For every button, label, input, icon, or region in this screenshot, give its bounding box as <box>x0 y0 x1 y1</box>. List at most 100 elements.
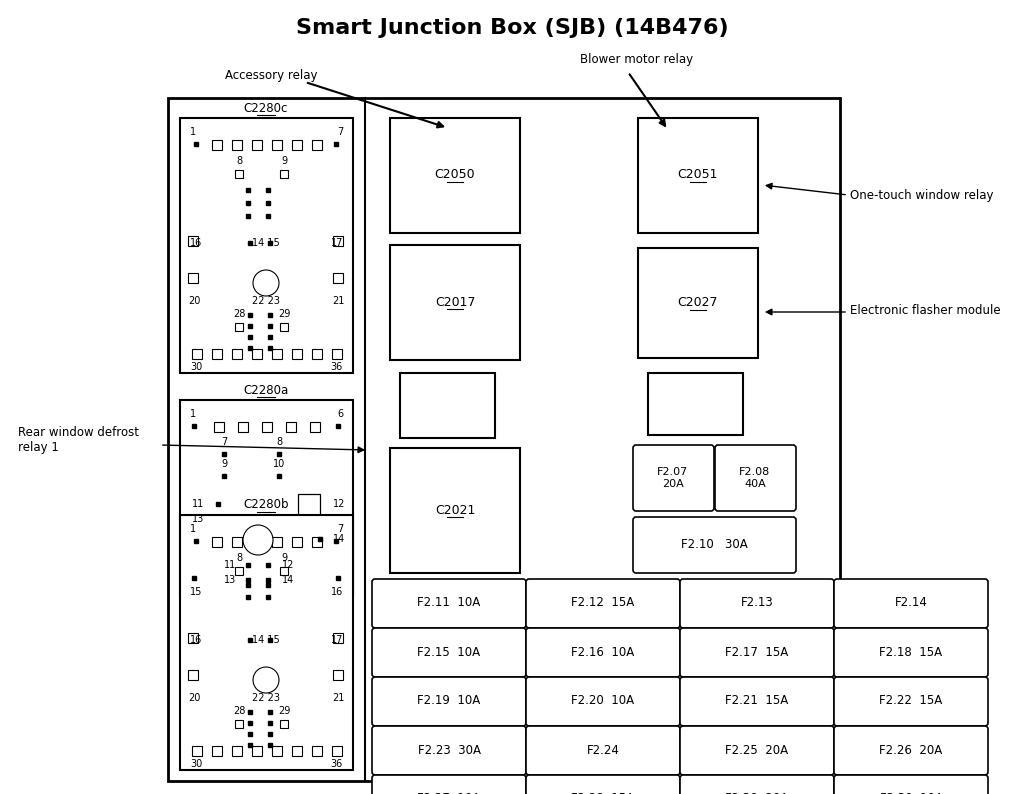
Bar <box>333 633 343 643</box>
Text: F2.25  20A: F2.25 20A <box>725 743 788 757</box>
Text: C2280c: C2280c <box>244 102 288 114</box>
Bar <box>332 349 342 359</box>
Text: 11: 11 <box>224 560 237 570</box>
Text: F2.30  10A: F2.30 10A <box>880 792 942 794</box>
Bar <box>232 746 242 756</box>
Text: C2050: C2050 <box>434 168 475 182</box>
Text: 11: 11 <box>193 499 204 509</box>
FancyBboxPatch shape <box>526 677 680 726</box>
Bar <box>292 349 302 359</box>
Text: 16: 16 <box>190 238 203 248</box>
Bar <box>168 98 840 781</box>
Bar <box>232 537 242 547</box>
Text: 28: 28 <box>232 309 245 319</box>
Bar <box>312 537 322 547</box>
Bar <box>252 349 262 359</box>
Text: 9: 9 <box>281 553 287 563</box>
Text: Smart Junction Box (SJB) (14B476): Smart Junction Box (SJB) (14B476) <box>296 18 728 38</box>
Text: 1: 1 <box>190 524 197 534</box>
Bar <box>648 373 743 435</box>
Bar <box>252 140 262 150</box>
Bar <box>280 720 288 728</box>
Bar <box>188 273 198 283</box>
Text: 29: 29 <box>278 309 290 319</box>
Text: F2.11  10A: F2.11 10A <box>418 596 480 610</box>
Text: 36: 36 <box>331 759 343 769</box>
Bar <box>638 118 758 233</box>
Text: 14: 14 <box>333 534 345 544</box>
Bar <box>298 494 319 516</box>
Bar <box>280 170 288 178</box>
Bar <box>272 349 282 359</box>
FancyBboxPatch shape <box>526 726 680 775</box>
FancyBboxPatch shape <box>834 726 988 775</box>
Bar <box>212 140 222 150</box>
FancyBboxPatch shape <box>715 445 796 511</box>
Bar <box>280 323 288 331</box>
FancyBboxPatch shape <box>372 677 526 726</box>
Text: 29: 29 <box>278 706 290 716</box>
Bar <box>180 118 353 373</box>
Text: C2021: C2021 <box>435 503 475 517</box>
Text: F2.14: F2.14 <box>895 596 928 610</box>
Bar <box>212 349 222 359</box>
Text: 20: 20 <box>188 693 201 703</box>
Text: 30: 30 <box>190 759 203 769</box>
Text: F2.18  15A: F2.18 15A <box>880 646 942 658</box>
Bar <box>188 633 198 643</box>
Text: 7: 7 <box>221 437 227 447</box>
Bar <box>214 422 224 432</box>
Bar <box>390 118 520 233</box>
FancyBboxPatch shape <box>834 628 988 677</box>
Text: 9: 9 <box>281 156 287 166</box>
Text: Electronic flasher module: Electronic flasher module <box>850 303 1000 317</box>
Bar <box>232 140 242 150</box>
Bar <box>272 537 282 547</box>
Text: 21: 21 <box>333 693 345 703</box>
Text: 1: 1 <box>190 409 197 419</box>
Text: 30: 30 <box>190 362 203 372</box>
Text: F2.28  15A: F2.28 15A <box>571 792 635 794</box>
Text: 8: 8 <box>236 156 242 166</box>
Text: 1: 1 <box>190 127 197 137</box>
Text: F2.12  15A: F2.12 15A <box>571 596 635 610</box>
Text: F2.29  20A: F2.29 20A <box>725 792 788 794</box>
Bar <box>212 537 222 547</box>
Bar <box>214 574 224 584</box>
Bar <box>262 574 272 584</box>
Bar <box>180 515 353 770</box>
Bar <box>333 236 343 246</box>
FancyBboxPatch shape <box>372 628 526 677</box>
FancyBboxPatch shape <box>526 579 680 628</box>
Text: F2.27  10A: F2.27 10A <box>418 792 480 794</box>
Bar <box>400 373 495 438</box>
Text: C2280b: C2280b <box>244 499 289 511</box>
Bar <box>286 422 296 432</box>
Text: Blower motor relay: Blower motor relay <box>580 53 693 67</box>
Text: 6: 6 <box>337 409 343 419</box>
Bar <box>638 248 758 358</box>
FancyBboxPatch shape <box>633 517 796 573</box>
Bar <box>252 537 262 547</box>
FancyBboxPatch shape <box>372 579 526 628</box>
Bar <box>193 349 202 359</box>
Text: F2.13: F2.13 <box>740 596 773 610</box>
Text: 15: 15 <box>190 587 203 597</box>
Text: 14 15: 14 15 <box>252 238 280 248</box>
Bar <box>234 720 243 728</box>
Text: F2.21  15A: F2.21 15A <box>725 695 788 707</box>
Bar <box>333 670 343 680</box>
Text: F2.22  15A: F2.22 15A <box>880 695 943 707</box>
Text: F2.17  15A: F2.17 15A <box>725 646 788 658</box>
Text: 22 23: 22 23 <box>252 296 280 306</box>
Text: F2.07
20A: F2.07 20A <box>657 467 688 489</box>
FancyBboxPatch shape <box>834 775 988 794</box>
Bar <box>292 140 302 150</box>
Circle shape <box>243 525 273 555</box>
Bar <box>332 746 342 756</box>
FancyBboxPatch shape <box>680 628 834 677</box>
Bar <box>238 574 248 584</box>
Text: F2.08
40A: F2.08 40A <box>739 467 771 489</box>
Bar <box>312 140 322 150</box>
FancyBboxPatch shape <box>680 726 834 775</box>
